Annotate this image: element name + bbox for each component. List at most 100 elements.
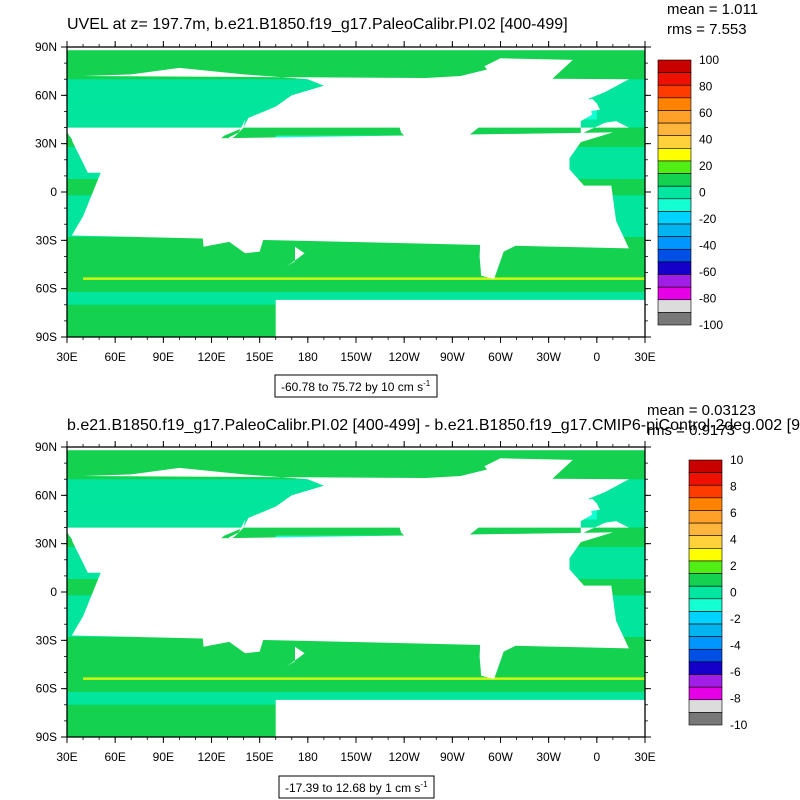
lat-tick-label: 60N (35, 88, 57, 102)
landmass (171, 583, 189, 602)
lon-tick-label: 180 (298, 750, 318, 764)
lon-tick-label: 150W (340, 750, 372, 764)
landmass (193, 180, 210, 199)
landmass (75, 543, 109, 573)
colorbar-swatch (688, 484, 723, 499)
landmass (201, 609, 265, 654)
landmass (484, 58, 573, 96)
colorbar-label: 100 (699, 53, 719, 67)
range-label: -60.78 to 75.72 by 10 cm s (281, 380, 423, 394)
landmass (75, 143, 109, 173)
lon-tick-label: 30E (634, 750, 655, 764)
mean-stat: mean = 1.011 (667, 1, 758, 18)
colorbar-swatch (688, 699, 723, 713)
lat-tick-label: 30S (36, 233, 57, 247)
acc-streak (83, 277, 645, 280)
landmass (484, 458, 573, 496)
landmass (465, 574, 541, 679)
colorbar-swatch (688, 648, 723, 663)
colorbar-swatch (688, 623, 723, 637)
range-unit-exponent: -1 (423, 379, 431, 388)
landmass (227, 119, 246, 143)
colorbar-swatch (657, 198, 692, 212)
landmass (287, 646, 305, 667)
lon-tick-label: 30W (536, 350, 561, 364)
colorbar-swatch (688, 686, 723, 701)
lon-tick-label: 30E (56, 750, 77, 764)
range-label: -17.39 to 12.68 by 1 cm s (285, 781, 420, 795)
colorbar-label: -4 (730, 639, 741, 653)
colorbar-swatch (657, 299, 692, 313)
landmass (275, 299, 645, 337)
colorbar-swatch (688, 535, 723, 549)
lon-tick-label: 90W (440, 750, 465, 764)
colorbar-swatch (657, 286, 692, 301)
colorbar-label: 40 (699, 133, 713, 147)
polar-land (67, 447, 645, 451)
lon-tick-label: 90W (440, 350, 465, 364)
landmass (193, 580, 210, 599)
colorbar-swatch (688, 560, 723, 574)
colorbar-swatch (657, 261, 692, 275)
panel-bottom: b.e21.B1850.f19_g17.PaleoCalibr.PI.02 [4… (35, 402, 800, 799)
lon-tick-label: 60W (488, 350, 513, 364)
landmass (171, 183, 189, 202)
lon-tick-label: 90E (153, 350, 174, 364)
lon-tick-label: 30E (56, 350, 77, 364)
range-unit-exponent: -1 (420, 780, 428, 789)
landmass (465, 174, 541, 279)
rms-stat: rms = 7.553 (667, 21, 747, 38)
lon-tick-label: 60E (104, 750, 125, 764)
range-label-box: -17.39 to 12.68 by 1 cm s-1 (278, 775, 435, 799)
colorbar-swatch (657, 274, 692, 288)
colorbar-label: -2 (730, 612, 741, 626)
colorbar-label: 8 (730, 480, 737, 494)
colorbar-label: 20 (699, 159, 713, 173)
lat-axis: 90N 60N 30N 0 30S 60S 90S (35, 440, 651, 744)
colorbar-swatch (657, 312, 692, 326)
colorbar-swatch (657, 84, 692, 99)
lat-tick-label: 0 (50, 185, 57, 199)
colorbar-swatch (657, 185, 692, 200)
colorbar-label: -100 (699, 318, 723, 332)
lat-tick-label: 60N (35, 488, 57, 502)
landmass (275, 699, 645, 737)
colorbar-swatch (657, 97, 692, 111)
colorbar-swatch (657, 223, 692, 237)
lon-tick-label: 0 (593, 350, 600, 364)
landmass (331, 459, 549, 580)
colorbar-swatch (657, 135, 692, 149)
colorbar-label: -60 (699, 265, 717, 279)
colorbar-label: 80 (699, 80, 713, 94)
colorbar-swatch (657, 211, 692, 225)
lon-tick-label: 150E (246, 350, 274, 364)
polar-land (67, 47, 645, 51)
colorbar-swatch (688, 573, 723, 587)
lon-tick-label: 90E (153, 750, 174, 764)
colorbar-swatch (688, 472, 723, 486)
colorbar-swatch (688, 598, 723, 612)
colorbar: 10 8 6 4 2 0 -2 -4 -6 -8 -10 (688, 453, 748, 732)
plot-title: UVEL at z= 197.7m, b.e21.B1850.f19_g17.P… (67, 16, 568, 33)
lon-tick-label: 120E (197, 350, 225, 364)
lon-axis: 30E 60E 90E 120E 150E 180 150W 120W 90W 60W 30W 0 30… (56, 41, 656, 364)
colorbar-swatch (688, 712, 723, 726)
landmass (287, 246, 305, 267)
colorbar-swatch (657, 59, 692, 73)
lon-tick-label: 60E (104, 350, 125, 364)
colorbar-swatch (688, 459, 723, 473)
colorbar-swatch (657, 160, 692, 174)
colorbar-swatch (688, 674, 723, 688)
lat-tick-label: 90N (35, 440, 57, 454)
lat-tick-label: 90S (36, 330, 57, 344)
colorbar: 100 80 60 40 20 0 -20 -40 -60 -80 -100 (657, 53, 723, 332)
svg-text:-17.39 to 12.68 by 1 cm s-1: -17.39 to 12.68 by 1 cm s-1 (285, 780, 428, 795)
lat-tick-label: 30S (36, 633, 57, 647)
colorbar-swatch (688, 497, 723, 511)
colorbar-label: -80 (699, 292, 717, 306)
mean-stat: mean = 0.03123 (647, 402, 756, 419)
lat-tick-label: 90S (36, 730, 57, 744)
plot-title: b.e21.B1850.f19_g17.PaleoCalibr.PI.02 [4… (67, 417, 800, 434)
colorbar-label: -10 (730, 718, 748, 732)
colorbar-swatch (688, 636, 723, 650)
